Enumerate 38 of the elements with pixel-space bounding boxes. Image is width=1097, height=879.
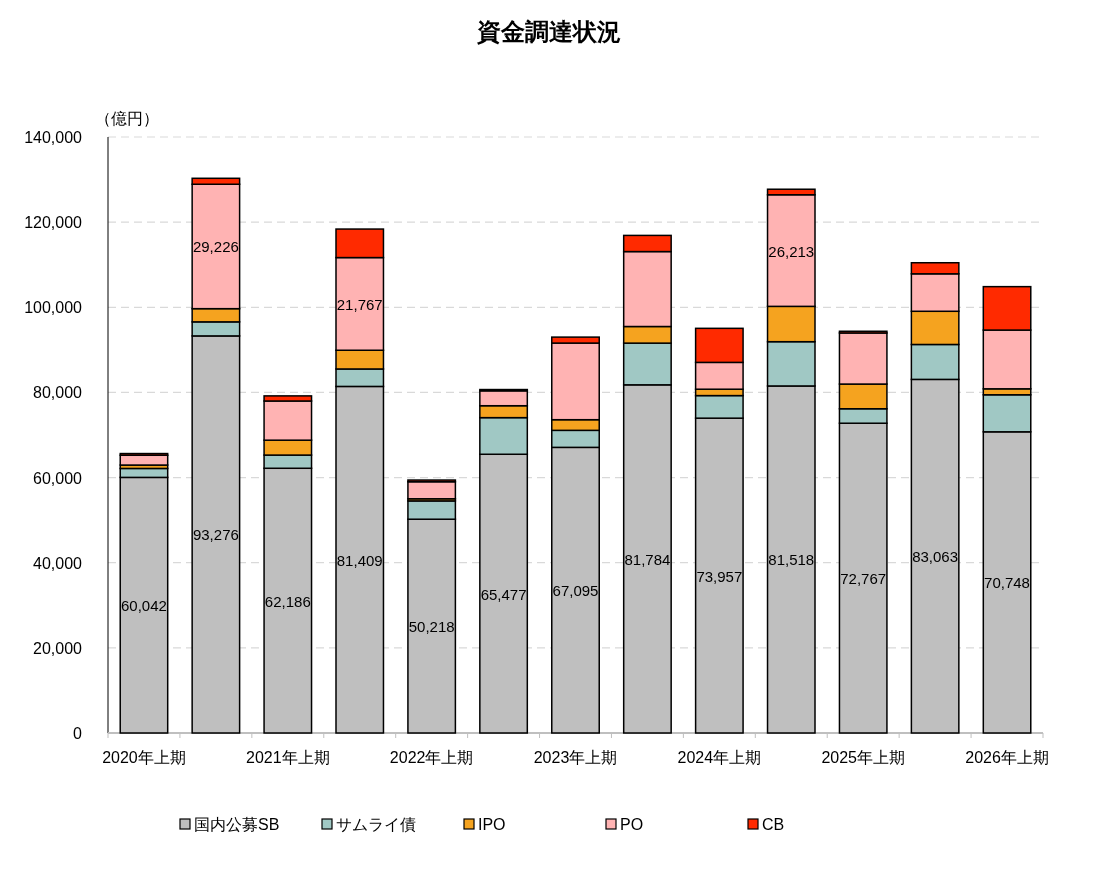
- data-label: 81,518: [768, 551, 815, 569]
- data-label: 70,748: [984, 574, 1030, 592]
- y-tick-label: 20,000: [33, 639, 83, 657]
- data-label: 81,784: [624, 550, 671, 568]
- data-label: 26,213: [768, 242, 815, 260]
- y-tick-label: 100,000: [24, 299, 83, 317]
- data-label: 67,095: [552, 582, 599, 600]
- data-label: 21,767: [336, 295, 383, 313]
- x-tick-label: 2020年上期: [102, 749, 186, 766]
- legend-label: PO: [620, 816, 644, 833]
- data-label: 73,957: [696, 567, 743, 585]
- y-tick-label: 40,000: [33, 554, 83, 572]
- legend-label: サムライ債: [336, 816, 416, 833]
- data-label: 83,063: [912, 548, 959, 566]
- y-axis-title: （億円）: [95, 110, 159, 127]
- data-label: 81,409: [336, 551, 383, 569]
- data-label: 60,042: [121, 597, 167, 615]
- data-label: 72,767: [840, 570, 887, 588]
- x-tick-label: 2023年上期: [533, 749, 618, 766]
- legend-label: 国内公募SB: [194, 816, 280, 833]
- y-tick-label: 120,000: [24, 214, 83, 232]
- y-tick-label: 60,000: [33, 469, 83, 487]
- data-label: 50,218: [408, 618, 455, 636]
- x-tick-label: 2024年上期: [677, 749, 762, 766]
- data-label: 65,477: [480, 585, 527, 603]
- chart-title: 資金調達状況: [475, 18, 621, 45]
- x-tick-label: 2025年上期: [821, 749, 905, 766]
- y-tick-label: 0: [73, 725, 83, 742]
- y-tick-label: 140,000: [24, 129, 83, 146]
- legend-label: CB: [762, 816, 785, 833]
- x-tick-label: 2022年上期: [389, 749, 474, 766]
- x-tick-label: 2021年上期: [246, 749, 330, 766]
- y-tick-label: 80,000: [33, 384, 83, 402]
- x-tick-label: 2026年上期: [965, 749, 1049, 766]
- data-label: 93,276: [192, 526, 239, 544]
- data-label: 29,226: [192, 238, 239, 256]
- legend-label: IPO: [478, 816, 506, 833]
- data-label: 62,186: [264, 592, 311, 610]
